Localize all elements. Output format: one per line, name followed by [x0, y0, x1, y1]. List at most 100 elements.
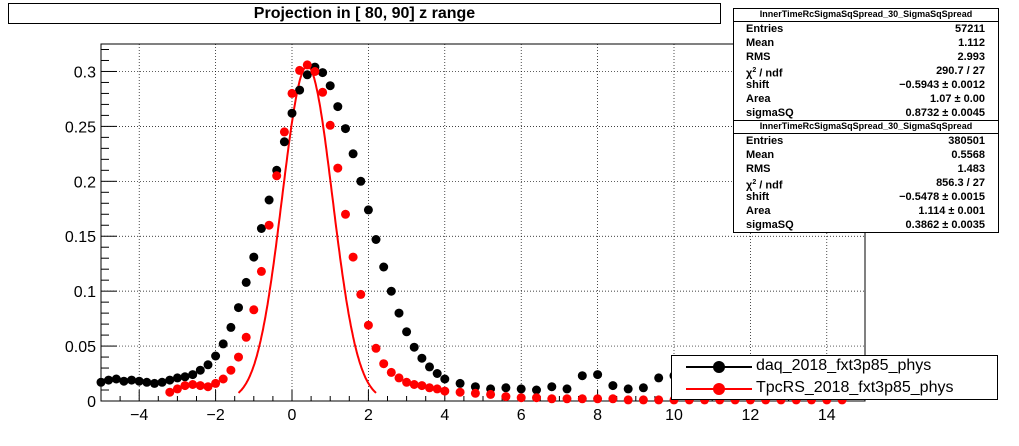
data-point [432, 369, 442, 378]
data-point [501, 383, 511, 393]
data-point [272, 171, 282, 181]
data-point [371, 235, 381, 244]
stats-value: 290.7 / 27 [936, 65, 985, 77]
data-point [318, 87, 328, 97]
data-point [287, 88, 297, 98]
x-tick-label: 14 [818, 407, 836, 424]
data-point [295, 85, 305, 95]
stats-row-area: Area 1.114 ± 0.001 [734, 204, 998, 218]
stats-value: 57211 [955, 23, 985, 35]
data-point [341, 209, 350, 219]
data-point [333, 163, 343, 173]
y-tick-label: 0.2 [74, 174, 96, 191]
data-point [516, 393, 526, 403]
stats-value: 380501 [948, 135, 985, 147]
stats-box-daq: InnerTimeRcSigmaSqSpread_30_SigmaSqSprea… [733, 8, 999, 121]
stats-row-area: Area 1.07 ± 0.00 [734, 92, 998, 106]
data-point [325, 81, 335, 91]
y-tick-label: 0.3 [74, 64, 96, 81]
stats-value: 2.993 [957, 51, 985, 63]
data-point [455, 387, 465, 397]
stats-title: InnerTimeRcSigmaSqSpread_30_SigmaSqSprea… [734, 9, 998, 22]
data-point [516, 384, 526, 394]
data-point [417, 381, 427, 391]
x-tick-label: 4 [440, 407, 449, 424]
data-point [203, 382, 213, 392]
stats-row-sigmasq: sigmaSQ 0.3862 ± 0.0035 [734, 218, 998, 232]
data-point [623, 384, 633, 394]
data-point [218, 374, 228, 384]
data-point [402, 327, 412, 337]
data-point [379, 262, 389, 272]
data-point [348, 252, 358, 262]
legend: daq_2018_fxt3p85_phys TpcRS_2018_fxt3p85… [671, 355, 998, 400]
axes: −4 −2 0 2 4 6 8 10 12 14 0 0.05 0.1 0.15 0.2 0.25 0.3 [65, 48, 866, 424]
stats-row-mean: Mean 1.112 [734, 36, 998, 50]
data-point [394, 308, 404, 318]
y-tick-label: 0.25 [65, 119, 96, 136]
stats-row-mean: Mean 0.5568 [734, 148, 998, 162]
stats-label: sigmaSQ [746, 107, 794, 119]
x-tick-label: 0 [288, 407, 297, 424]
y-tick-label: 0.1 [74, 284, 96, 301]
data-point [226, 365, 236, 375]
data-point [470, 382, 480, 392]
data-point [287, 108, 297, 118]
stats-label: χ2 / ndf [746, 179, 783, 192]
data-point [547, 394, 557, 404]
x-tick-label: −2 [206, 407, 224, 424]
data-point [654, 373, 664, 383]
stats-label: RMS [746, 51, 771, 63]
stats-label: shift [746, 79, 770, 91]
y-tick-label: 0 [87, 394, 96, 411]
data-point [188, 370, 198, 380]
data-point [455, 378, 465, 388]
data-point [394, 373, 404, 383]
legend-label: daq_2018_fxt3p85_phys [756, 357, 932, 374]
stats-row-shift: shift −0.5943 ± 0.0012 [734, 78, 998, 92]
grid-lines [101, 44, 865, 401]
data-point [96, 377, 106, 387]
data-point [256, 224, 266, 233]
stats-row-rms: RMS 2.993 [734, 50, 998, 64]
data-point [165, 375, 175, 385]
stats-row-chi2: χ2 / ndf 290.7 / 27 [734, 64, 998, 80]
data-point [577, 394, 587, 404]
data-point [302, 60, 312, 70]
data-point [547, 382, 557, 392]
data-point [226, 322, 236, 332]
data-point [302, 70, 312, 80]
data-point [249, 252, 259, 262]
stats-label: Mean [746, 37, 775, 49]
stats-row-chi2: χ2 / ndf 856.3 / 27 [734, 176, 998, 192]
data-point [654, 395, 664, 405]
data-point [425, 362, 434, 372]
stats-value: 1.112 [958, 37, 985, 49]
data-point [195, 365, 205, 375]
data-point [142, 377, 152, 387]
stats-row-entries: Entries 380501 [734, 134, 998, 148]
data-point [638, 383, 648, 393]
data-point [295, 65, 305, 75]
stats-value: 0.5568 [951, 149, 985, 161]
data-point [150, 378, 159, 388]
data-point [432, 384, 442, 394]
data-point [172, 373, 182, 383]
data-point [134, 376, 144, 386]
stats-value: −0.5943 ± 0.0012 [899, 79, 985, 91]
data-point [577, 371, 587, 381]
data-point [180, 372, 190, 382]
data-point [318, 68, 328, 78]
data-point [172, 384, 182, 394]
stats-label: Entries [746, 23, 784, 35]
stats-label: Area [746, 205, 771, 217]
data-point [562, 394, 572, 404]
x-tick-label: 2 [364, 407, 373, 424]
data-point [440, 386, 450, 396]
data-point [111, 374, 121, 384]
stats-label: sigmaSQ [746, 219, 794, 231]
data-point [188, 380, 198, 389]
data-point [279, 137, 289, 147]
data-point [241, 277, 251, 287]
data-point [195, 381, 205, 391]
